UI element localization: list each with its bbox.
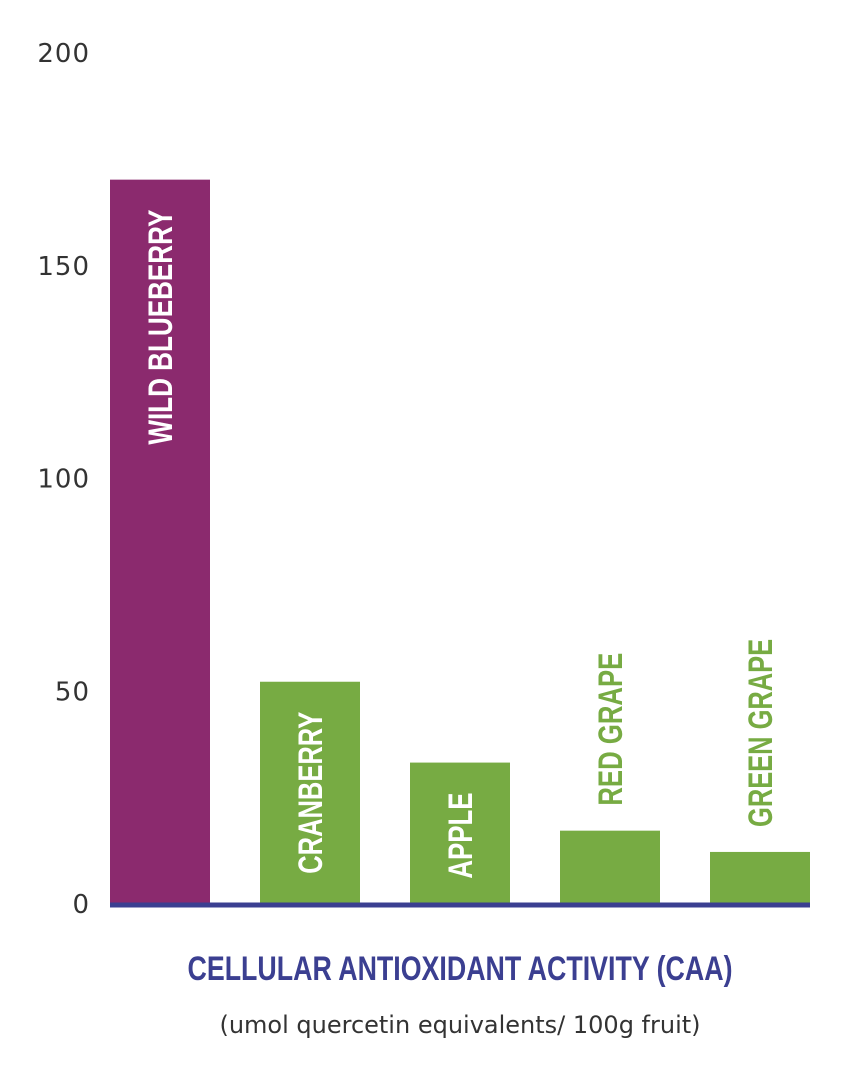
bar	[710, 851, 810, 903]
bar-label: GREEN GRAPE	[742, 639, 780, 827]
bar-label: APPLE	[442, 793, 480, 879]
bar	[260, 681, 360, 903]
y-axis-ticks: 0 50 100 150 200	[37, 39, 90, 920]
bar-label: RED GRAPE	[592, 653, 630, 806]
bar-labels: WILD BLUEBERRY CRANBERRY APPLE RED GRAPE GRE…	[142, 209, 780, 878]
bar	[410, 762, 510, 903]
bar-label: CRANBERRY	[292, 712, 330, 874]
bar	[560, 830, 660, 903]
y-tick-label: 100	[37, 465, 90, 495]
y-tick-label: 0	[72, 890, 90, 920]
y-tick-label: 50	[55, 677, 90, 707]
bars	[110, 179, 810, 903]
bar	[110, 179, 210, 903]
bar-label: WILD BLUEBERRY	[142, 209, 180, 444]
y-tick-label: 200	[37, 39, 90, 69]
x-axis-title: CELLULAR ANTIOXIDANT ACTIVITY (CAA)	[188, 950, 733, 988]
x-axis-subtitle: (umol quercetin equivalents/ 100g fruit)	[219, 1011, 700, 1039]
y-tick-label: 150	[37, 252, 90, 282]
